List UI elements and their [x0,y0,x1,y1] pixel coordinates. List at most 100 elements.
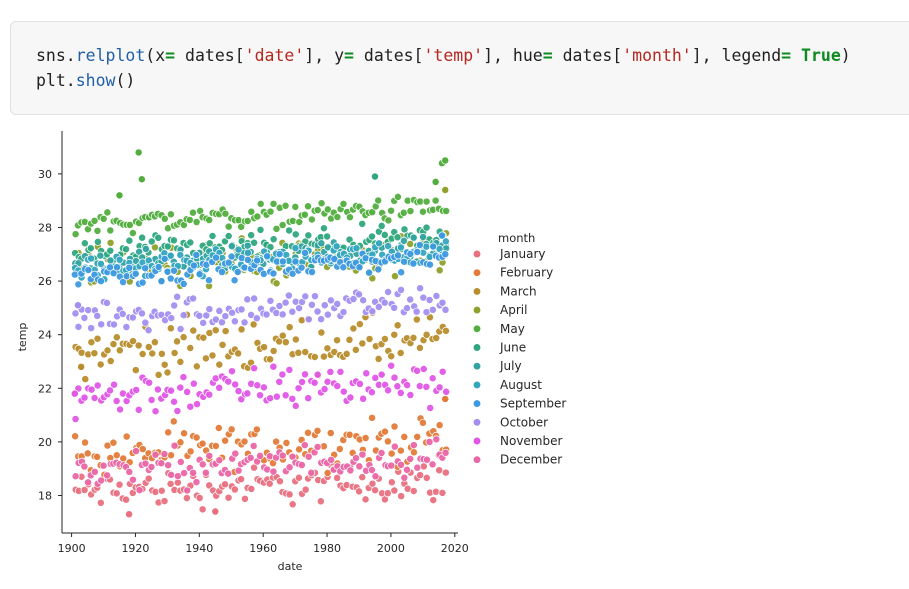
data-point [176,325,185,333]
data-point [361,434,370,443]
data-point [115,255,124,264]
code-token: dates[ [552,46,623,65]
data-point [202,311,211,320]
data-point [234,387,243,396]
data-point [426,260,434,269]
data-point [441,250,450,259]
data-point [163,242,172,251]
data-point [230,317,239,326]
data-point [304,315,313,324]
data-point [403,465,411,474]
data-point [423,455,431,464]
data-point [138,278,147,287]
data-point [351,345,360,354]
data-point [243,255,252,264]
x-axis-label: date [278,560,303,573]
data-point [371,472,380,481]
data-point [371,172,379,181]
data-point [218,318,226,327]
data-point [198,439,207,448]
data-point [266,394,275,403]
data-point [266,207,275,216]
data-point [301,348,310,356]
data-point [132,386,141,394]
data-point [118,309,127,318]
data-point [409,487,418,495]
code-token: show [75,71,116,90]
data-point [215,456,224,465]
data-point [313,426,322,435]
data-point [301,485,310,494]
data-point [106,386,114,395]
code-cell[interactable]: sns.relplot(x= dates['date'], y= dates['… [10,21,909,115]
data-point [375,239,384,248]
data-point [205,390,214,399]
data-point [249,320,258,329]
data-point [304,394,313,403]
data-point [297,461,306,470]
data-point [409,441,418,450]
data-point [221,237,229,246]
data-point [310,378,319,387]
data-point [317,239,326,248]
data-point [252,314,261,323]
data-point [110,380,119,389]
data-point [253,212,262,221]
data-point [400,236,408,245]
data-point [122,272,131,281]
data-point [230,276,239,285]
data-point [397,460,406,469]
y-tick-label: 26 [38,275,52,288]
data-point [384,288,393,296]
data-point [160,360,169,369]
data-point [173,292,182,301]
data-point [319,224,328,233]
data-point [106,238,115,247]
data-point [349,324,358,333]
data-point [128,313,137,322]
data-point [106,226,115,235]
x-tick-label: 1920 [121,542,149,555]
data-point [109,438,118,447]
data-point [129,337,137,346]
data-point [365,335,374,343]
data-point [355,487,364,496]
data-point [96,498,105,507]
data-point [355,290,364,299]
data-point [243,295,252,304]
data-point [282,438,291,447]
data-point [269,346,278,355]
data-point [381,427,389,436]
data-point [432,435,441,444]
data-point [77,362,86,371]
data-point [345,213,354,222]
x-tick-label: 1900 [58,542,86,555]
data-point [84,266,93,274]
data-point [193,400,201,409]
data-point [240,494,249,503]
data-point [201,354,210,363]
data-point [397,492,406,501]
legend-label-january: January [499,247,546,261]
data-point [183,486,192,495]
data-point [371,373,380,382]
data-point [396,349,405,357]
axes: 1900 1920 1940 1960 1980 2000 2020 18 20 22 24 26 28… [16,131,469,573]
data-point [160,450,169,459]
data-point [416,471,425,480]
data-point [390,486,399,495]
data-point [275,301,284,310]
data-point [141,459,150,468]
data-point [413,248,422,256]
data-point [218,340,227,349]
data-point [74,301,82,310]
data-point [70,389,79,398]
data-point [224,377,233,386]
legend-marker [472,287,482,296]
data-point [291,244,300,253]
data-point [304,428,312,437]
data-point [189,261,198,270]
data-point [169,417,178,426]
data-point [119,278,127,286]
data-point [180,469,188,478]
